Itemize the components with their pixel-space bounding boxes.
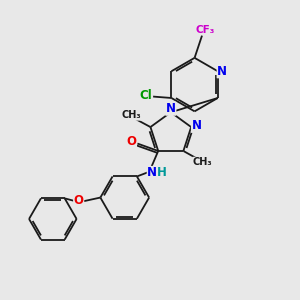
Text: CH₃: CH₃ (193, 157, 212, 167)
Text: N: N (191, 119, 202, 132)
Text: O: O (127, 135, 136, 148)
Text: O: O (74, 194, 84, 207)
Text: N: N (166, 102, 176, 115)
Text: N: N (147, 167, 157, 179)
Text: CF₃: CF₃ (195, 25, 215, 34)
Text: CH₃: CH₃ (122, 110, 141, 120)
Text: N: N (217, 65, 227, 78)
Text: Cl: Cl (140, 89, 152, 102)
Text: H: H (157, 167, 167, 179)
